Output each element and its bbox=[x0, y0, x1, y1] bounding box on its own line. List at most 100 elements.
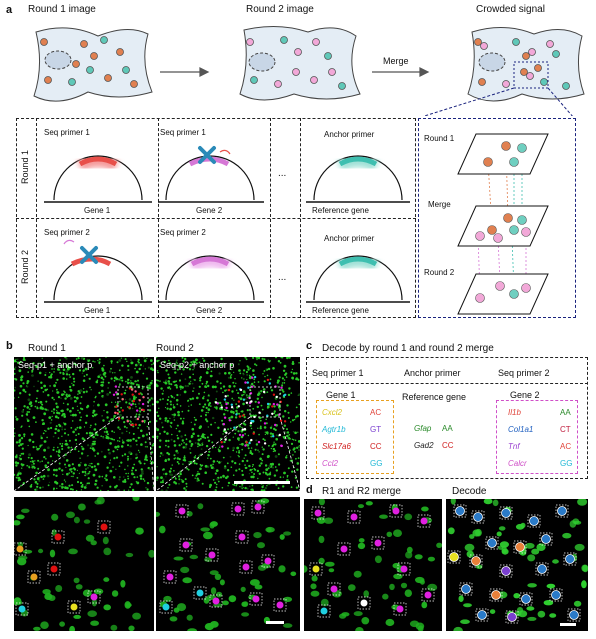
header-seq-primer-1: Seq primer 1 bbox=[312, 368, 364, 378]
col-divider-2 bbox=[270, 118, 271, 318]
gene1-group-title: Gene 1 bbox=[326, 390, 356, 400]
stack-round2-label: Round 2 bbox=[424, 268, 455, 277]
zoom-spots bbox=[14, 497, 154, 631]
r2-gene2-primer: Seq primer 2 bbox=[160, 228, 206, 237]
crowded-cell bbox=[467, 26, 585, 102]
gene2-box bbox=[496, 400, 578, 474]
scale-bar bbox=[234, 481, 290, 484]
block-cross-icon bbox=[80, 246, 98, 264]
r1-ellipsis: ... bbox=[278, 168, 287, 179]
decode-header-divider bbox=[306, 383, 588, 384]
gene-name: Agtr1b bbox=[322, 425, 346, 434]
merge-image bbox=[304, 499, 442, 631]
round1-overview-image: Seq-p1 + anchor p bbox=[14, 357, 154, 491]
spot-field bbox=[156, 357, 300, 491]
panel-b-round2-title: Round 2 bbox=[156, 343, 194, 354]
zoom-spots bbox=[304, 499, 442, 631]
r2-gene2-label: Gene 2 bbox=[196, 306, 223, 315]
stack-merge-label: Merge bbox=[428, 200, 451, 209]
barcode-pair: GT bbox=[370, 425, 382, 434]
gene-name: Gad2 bbox=[414, 441, 434, 450]
scale-bar bbox=[266, 621, 284, 624]
zoom-spots bbox=[156, 498, 297, 631]
panel-c-label: c bbox=[306, 340, 313, 352]
panel-c-title: Decode by round 1 and round 2 merge bbox=[322, 343, 494, 354]
r2-gene1-dome bbox=[44, 239, 152, 303]
r2-reference-dome bbox=[306, 255, 410, 303]
barcode-pair: AC bbox=[560, 442, 572, 451]
barcode-pair: GG bbox=[370, 459, 383, 468]
label-column-divider bbox=[36, 118, 37, 318]
r1-reference-label: Reference gene bbox=[312, 206, 369, 215]
r2-gene1-label: Gene 1 bbox=[84, 306, 111, 315]
r1-gene2-dome bbox=[158, 146, 264, 203]
round2-cell bbox=[239, 25, 361, 101]
zoom-spots bbox=[447, 499, 588, 631]
crowded-signal-title: Crowded signal bbox=[476, 4, 545, 15]
gene-name: Slc17a6 bbox=[322, 442, 351, 451]
scale-bar bbox=[560, 623, 576, 626]
barcode-pair: AA bbox=[560, 408, 571, 417]
spot-field bbox=[14, 357, 154, 491]
barcode-pair: CC bbox=[370, 442, 382, 451]
round1-zoom-image bbox=[14, 497, 154, 631]
gene-name: Cxcl2 bbox=[322, 408, 343, 417]
zoom-region-box bbox=[117, 386, 149, 418]
panel-a-label: a bbox=[6, 4, 13, 16]
gene-name: Calcr bbox=[508, 459, 527, 468]
col-divider-1 bbox=[158, 118, 159, 318]
r2-gene1-primer: Seq primer 2 bbox=[44, 228, 90, 237]
r2-anchor-primer: Anchor primer bbox=[324, 234, 375, 243]
panel-b-label: b bbox=[6, 340, 13, 352]
zoom-guide-line bbox=[147, 416, 154, 491]
plane-stack-box bbox=[418, 118, 576, 318]
merge-arrow-label: Merge bbox=[383, 56, 409, 66]
decode-table-box bbox=[306, 357, 588, 479]
col-divider-3 bbox=[300, 118, 301, 318]
zoom-region-box bbox=[249, 386, 281, 418]
gene-name: Ccl2 bbox=[322, 459, 339, 468]
r1-gene2-primer: Seq primer 1 bbox=[160, 128, 206, 137]
r2-reference-label: Reference gene bbox=[312, 306, 369, 315]
r1-reference-dome bbox=[306, 155, 410, 203]
header-seq-primer-2: Seq primer 2 bbox=[498, 368, 550, 378]
decode-panel-title: Decode bbox=[452, 486, 487, 497]
reference-group-title: Reference gene bbox=[402, 392, 467, 402]
gene-name: Il1b bbox=[508, 408, 521, 417]
zoom-guide-line bbox=[14, 416, 119, 491]
round2-overlay-label: Seq-p2 + anchor p bbox=[160, 360, 235, 370]
gene-name: Tnf bbox=[508, 442, 520, 451]
stack-round1-label: Round 1 bbox=[424, 134, 455, 143]
panel-b-round1-title: Round 1 bbox=[28, 343, 66, 354]
block-cross-icon bbox=[198, 146, 216, 164]
zoom-guide-line bbox=[279, 416, 300, 491]
barcode-pair: AC bbox=[370, 408, 382, 417]
round2-zoom-image bbox=[156, 497, 300, 631]
header-anchor-primer: Anchor primer bbox=[404, 368, 461, 378]
barcode-pair: AA bbox=[442, 424, 453, 433]
merge-panel-title: R1 and R2 merge bbox=[322, 486, 401, 497]
r1-gene2-label: Gene 2 bbox=[196, 206, 223, 215]
round1-image-title: Round 1 image bbox=[28, 4, 96, 15]
r2-gene2-dome bbox=[158, 255, 264, 303]
cells-illustration bbox=[33, 25, 585, 116]
gene-name: Col1a1 bbox=[508, 425, 534, 434]
decode-image bbox=[446, 499, 588, 631]
plane-stack bbox=[457, 133, 549, 315]
r1-gene1-label: Gene 1 bbox=[84, 206, 111, 215]
barcode-pair: GG bbox=[560, 459, 573, 468]
r2-ellipsis: ... bbox=[278, 272, 287, 283]
zoom-guide-line bbox=[156, 416, 251, 491]
round2-image-title: Round 2 image bbox=[246, 4, 314, 15]
round2-overview-image: Seq-p2 + anchor p bbox=[156, 357, 300, 491]
round1-overlay-label: Seq-p1 + anchor p bbox=[18, 360, 93, 370]
r1-gene1-primer: Seq primer 1 bbox=[44, 128, 90, 137]
barcode-pair: CT bbox=[560, 425, 571, 434]
panel-d-label: d bbox=[306, 484, 313, 496]
r1-gene1-dome bbox=[44, 155, 152, 203]
gene-name: Gfap bbox=[414, 424, 432, 433]
r1-anchor-primer: Anchor primer bbox=[324, 130, 375, 139]
row-divider bbox=[16, 218, 416, 219]
gene1-box bbox=[316, 400, 394, 474]
gene2-group-title: Gene 2 bbox=[510, 390, 540, 400]
